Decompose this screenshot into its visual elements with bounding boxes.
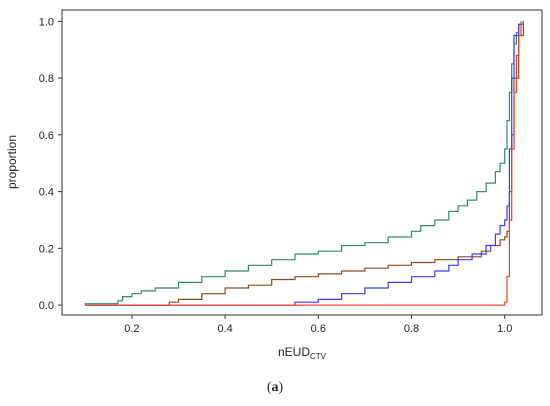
x-tick-label: 1.0 (497, 323, 512, 335)
cdf-chart: 0.2 0.4 0.6 0.8 1.0 0.0 0.2 0.4 0.6 0.8 1.0 propo… (5, 9, 543, 361)
x-tick-label: 0.2 (124, 323, 139, 335)
caption-open: ( (266, 380, 272, 395)
y-tick-label: 0.6 (39, 130, 54, 142)
x-axis-title-subscript: CTV (310, 352, 327, 361)
caption-letter: a (271, 380, 279, 395)
y-axis-title: proportion (5, 135, 19, 189)
x-tick-label: 0.4 (217, 323, 232, 335)
y-tick-label: 0.0 (39, 300, 54, 312)
x-axis-title-main: nEUD (278, 345, 310, 359)
figure-caption: (a) (0, 380, 550, 396)
series-line-4 (85, 21, 524, 306)
series-line-3 (85, 21, 524, 306)
series-line-1 (84, 21, 522, 306)
y-tick-label: 0.4 (39, 187, 54, 199)
series-layer (84, 21, 524, 306)
plot-frame (61, 9, 543, 316)
x-tick-label: 0.8 (404, 323, 419, 335)
y-tick-label: 1.0 (39, 16, 54, 28)
caption-close: ) (278, 380, 284, 395)
x-axis-ticks: 0.2 0.4 0.6 0.8 1.0 (124, 315, 512, 335)
y-tick-label: 0.2 (39, 243, 54, 255)
y-axis-ticks: 0.0 0.2 0.4 0.6 0.8 1.0 (39, 16, 62, 312)
y-tick-label: 0.8 (39, 73, 54, 85)
x-tick-label: 0.6 (311, 323, 326, 335)
x-axis-title: nEUDCTV (278, 345, 327, 361)
